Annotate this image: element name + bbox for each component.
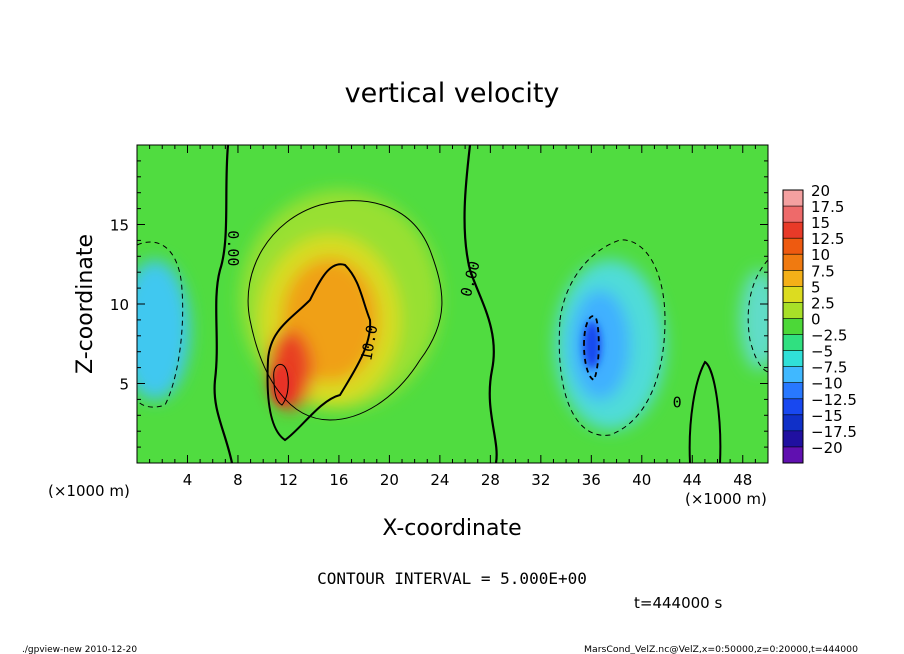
x-tick-label: 16 (329, 471, 348, 489)
contour-minus5-left (137, 241, 184, 408)
colorbar-level-label: 17.5 (811, 198, 844, 216)
contour-value-label: 0 (673, 393, 682, 411)
colorbar-level-label: 12.5 (811, 230, 844, 248)
colorbar-swatch (783, 190, 803, 207)
x-tick-label: 8 (233, 471, 243, 489)
contour-value-label: 10.0 (357, 324, 381, 363)
x-tick-label: 20 (380, 471, 399, 489)
x-tick-label: 48 (733, 471, 752, 489)
colorbar-level-label: −10 (811, 375, 843, 393)
background-field (137, 145, 768, 463)
x-tick-label: 24 (430, 471, 449, 489)
updraft-core-red (272, 365, 292, 405)
chart-title: vertical velocity (345, 78, 560, 109)
x-tick-label: 32 (531, 471, 550, 489)
colorbar-level-label: 15 (811, 214, 830, 232)
x-tick-label: 12 (279, 471, 298, 489)
colorbar-level-label: −7.5 (811, 359, 847, 377)
colorbar-level-label: −5 (811, 343, 833, 361)
colorbar-level-label: 0 (811, 310, 821, 328)
colorbar-swatch (783, 334, 803, 352)
contour-plus15 (273, 363, 289, 406)
colorbar-level-label: 10 (811, 246, 830, 264)
colorbar-level-label: 5 (811, 278, 821, 296)
colorbar-swatch (783, 366, 803, 384)
colorbar-swatch (783, 254, 803, 271)
colorbar-swatch (783, 270, 803, 287)
colorbar-swatch (783, 430, 803, 448)
colorbar: 2017.51512.5107.552.50−2.5−5−7.5−10−12.5… (782, 182, 857, 464)
colorbar-swatch (783, 350, 803, 368)
contour-zero-left (213, 145, 234, 463)
footer-right: MarsCond_VelZ.nc@VelZ,x=0:50000,z=0:2000… (584, 645, 858, 654)
downdraft-right (740, 270, 768, 370)
x-unit-left: (×1000 m) (48, 482, 130, 500)
x-tick-label: 44 (683, 471, 702, 489)
colorbar-level-label: −2.5 (811, 327, 847, 345)
y-tick-label: 5 (119, 376, 129, 394)
colorbar-swatch (783, 446, 803, 464)
colorbar-level-label: 2.5 (811, 294, 835, 312)
x-tick-label: 40 (632, 471, 651, 489)
colorbar-swatch (783, 286, 803, 303)
contour-plus10 (266, 263, 372, 442)
y-tick-label: 10 (110, 296, 129, 314)
x-unit-right: (×1000 m) (685, 490, 767, 508)
colorbar-swatch (783, 318, 803, 336)
contour-plus5 (247, 200, 443, 421)
contour-minus10-mid (583, 315, 600, 382)
x-tick-label: 4 (183, 471, 193, 489)
y-tick-label: 15 (110, 217, 129, 235)
colorbar-swatch (783, 302, 803, 319)
contour-minus5-right (747, 259, 768, 373)
y-axis-label: Z-coordinate (73, 234, 98, 374)
contour-interval-label: CONTOUR INTERVAL = 5.000E+00 (317, 569, 587, 588)
colorbar-swatch (783, 238, 803, 255)
colorbar-level-label: −15 (811, 407, 843, 425)
colorbar-swatch (783, 398, 803, 416)
downdraft-left (137, 260, 190, 400)
colorbar-level-label: −17.5 (811, 423, 857, 441)
contour-lines (137, 145, 768, 463)
x-tick-label: 36 (582, 471, 601, 489)
colorbar-level-label: 20 (811, 182, 830, 200)
contour-zero-right (688, 360, 722, 463)
contour-minus5-mid (558, 239, 666, 436)
colorbar-level-label: −20 (811, 439, 843, 457)
contour-zero-center (463, 145, 498, 463)
heatmap-field (137, 145, 768, 463)
colorbar-level-label: 7.5 (811, 262, 835, 280)
colorbar-swatch (783, 414, 803, 432)
colorbar-swatch (783, 382, 803, 400)
time-label: t=444000 s (634, 594, 722, 612)
x-tick-label: 28 (481, 471, 500, 489)
x-axis-label: X-coordinate (382, 516, 521, 541)
contour-value-label: 0.00 (224, 230, 242, 266)
footer-left: ./gpview-new 2010-12-20 (22, 645, 137, 654)
colorbar-swatch (783, 206, 803, 223)
downdraft-mid-core (583, 321, 601, 369)
colorbar-swatch (783, 222, 803, 239)
colorbar-level-label: −12.5 (811, 391, 857, 409)
